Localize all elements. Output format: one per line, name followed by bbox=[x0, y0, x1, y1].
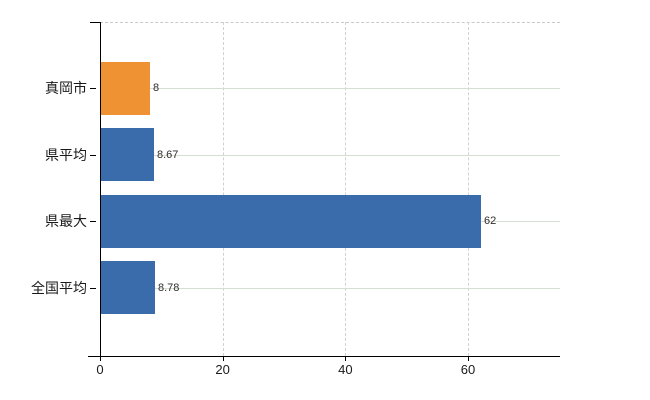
category-label: 県平均 bbox=[45, 147, 87, 163]
x-axis-tick bbox=[345, 356, 347, 361]
x-axis-tick bbox=[222, 356, 224, 361]
x-tick-label: 0 bbox=[96, 362, 104, 377]
y-axis-line bbox=[100, 22, 101, 361]
grid-line-vertical bbox=[468, 22, 469, 356]
category-label: 真岡市 bbox=[45, 80, 87, 96]
bar bbox=[101, 195, 481, 248]
grid-line-vertical bbox=[345, 22, 347, 356]
x-axis-tick bbox=[468, 356, 469, 361]
grid-line-horizontal bbox=[100, 88, 560, 89]
x-tick-label: 20 bbox=[215, 362, 230, 377]
bar-value-label: 62 bbox=[484, 215, 497, 227]
y-axis-top-tick bbox=[90, 22, 100, 23]
category-tick bbox=[90, 155, 96, 156]
bar-value-label: 8.67 bbox=[157, 149, 179, 161]
bar bbox=[101, 261, 155, 314]
bar bbox=[101, 128, 154, 181]
category-label: 全国平均 bbox=[31, 280, 87, 296]
category-tick bbox=[90, 221, 96, 222]
bar-value-label: 8.78 bbox=[158, 282, 180, 294]
grid-line-horizontal bbox=[100, 155, 560, 156]
category-tick bbox=[90, 288, 96, 289]
grid-line-vertical bbox=[222, 22, 224, 356]
category-tick bbox=[90, 88, 96, 89]
category-label: 県最大 bbox=[45, 213, 87, 229]
bar-value-label: 8 bbox=[153, 82, 160, 94]
grid-line-horizontal bbox=[100, 288, 560, 289]
x-tick-label: 40 bbox=[338, 362, 353, 377]
x-axis-tick bbox=[100, 356, 101, 361]
x-axis-line bbox=[88, 356, 560, 357]
x-tick-label: 60 bbox=[460, 362, 476, 377]
bar bbox=[101, 62, 150, 115]
plot-top-border bbox=[100, 22, 560, 23]
